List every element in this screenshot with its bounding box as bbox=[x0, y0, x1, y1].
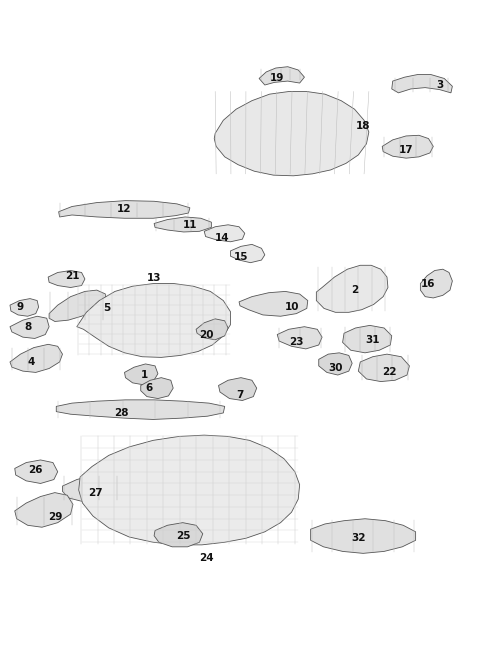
Text: 31: 31 bbox=[365, 335, 380, 345]
Text: 8: 8 bbox=[24, 321, 31, 332]
Polygon shape bbox=[49, 290, 106, 321]
Polygon shape bbox=[359, 354, 409, 382]
Polygon shape bbox=[420, 269, 452, 298]
Text: 10: 10 bbox=[285, 302, 300, 312]
Polygon shape bbox=[196, 319, 228, 340]
Polygon shape bbox=[48, 270, 85, 287]
Polygon shape bbox=[59, 201, 190, 218]
Polygon shape bbox=[214, 92, 369, 176]
Polygon shape bbox=[319, 353, 352, 375]
Polygon shape bbox=[239, 291, 308, 316]
Text: 4: 4 bbox=[27, 357, 35, 367]
Text: 17: 17 bbox=[399, 146, 413, 155]
Text: 25: 25 bbox=[177, 531, 191, 541]
Text: 21: 21 bbox=[65, 271, 79, 281]
Polygon shape bbox=[316, 265, 388, 312]
Polygon shape bbox=[218, 378, 257, 401]
Text: 12: 12 bbox=[117, 204, 132, 214]
Text: 26: 26 bbox=[28, 465, 43, 476]
Text: 3: 3 bbox=[437, 80, 444, 90]
Polygon shape bbox=[204, 225, 245, 242]
Polygon shape bbox=[77, 283, 230, 358]
Polygon shape bbox=[141, 378, 173, 399]
Polygon shape bbox=[15, 460, 58, 483]
Polygon shape bbox=[10, 316, 49, 338]
Text: 19: 19 bbox=[270, 73, 285, 83]
Text: 2: 2 bbox=[351, 285, 358, 295]
Text: 1: 1 bbox=[141, 370, 148, 380]
Polygon shape bbox=[154, 217, 211, 232]
Polygon shape bbox=[230, 245, 265, 262]
Text: 15: 15 bbox=[234, 253, 248, 262]
Text: 23: 23 bbox=[289, 337, 303, 348]
Polygon shape bbox=[10, 298, 38, 316]
Text: 30: 30 bbox=[328, 363, 343, 373]
Polygon shape bbox=[56, 400, 225, 419]
Text: 18: 18 bbox=[356, 121, 371, 131]
Polygon shape bbox=[382, 135, 433, 158]
Text: 32: 32 bbox=[351, 533, 366, 543]
Text: 6: 6 bbox=[146, 383, 153, 393]
Polygon shape bbox=[259, 67, 304, 85]
Text: 7: 7 bbox=[236, 390, 244, 400]
Text: 9: 9 bbox=[17, 302, 24, 312]
Polygon shape bbox=[392, 75, 452, 93]
Text: 29: 29 bbox=[48, 512, 62, 522]
Text: 28: 28 bbox=[114, 408, 129, 418]
Polygon shape bbox=[311, 519, 416, 554]
Text: 20: 20 bbox=[199, 329, 214, 340]
Text: 24: 24 bbox=[199, 553, 214, 563]
Text: 5: 5 bbox=[103, 304, 110, 314]
Polygon shape bbox=[277, 327, 322, 349]
Polygon shape bbox=[15, 493, 73, 527]
Text: 27: 27 bbox=[89, 487, 103, 498]
Text: 13: 13 bbox=[147, 274, 161, 283]
Polygon shape bbox=[10, 344, 62, 373]
Polygon shape bbox=[154, 523, 203, 547]
Text: 16: 16 bbox=[421, 279, 436, 289]
Text: 22: 22 bbox=[382, 367, 396, 377]
Polygon shape bbox=[79, 435, 300, 545]
Polygon shape bbox=[62, 475, 118, 502]
Text: 11: 11 bbox=[183, 220, 197, 230]
Text: 14: 14 bbox=[215, 233, 229, 243]
Polygon shape bbox=[343, 325, 392, 353]
Polygon shape bbox=[124, 364, 158, 385]
